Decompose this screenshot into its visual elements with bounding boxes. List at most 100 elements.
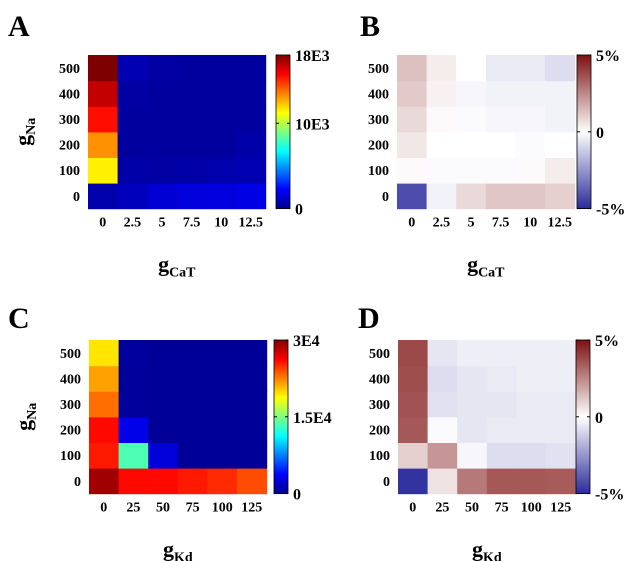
heatmap-cell bbox=[147, 157, 178, 184]
x-tick-label: 0 bbox=[409, 501, 416, 516]
heatmap-cell bbox=[148, 468, 179, 495]
y-tick-label: 200 bbox=[368, 139, 389, 154]
heatmap-cell bbox=[485, 157, 516, 184]
heatmap-cell bbox=[117, 157, 148, 184]
x-tick-label: 0 bbox=[99, 216, 106, 231]
heatmap-cell bbox=[427, 340, 458, 367]
heatmap-cell bbox=[176, 183, 207, 210]
x-tick-label: 75 bbox=[186, 501, 200, 516]
heatmap-cell bbox=[397, 106, 428, 133]
x-tick-label: 10 bbox=[214, 216, 228, 231]
y-tick-label: 400 bbox=[369, 372, 390, 387]
heatmap-cell bbox=[118, 442, 149, 469]
heatmap-cell bbox=[398, 416, 429, 443]
heatmap-cell bbox=[398, 468, 429, 495]
heatmap-cell bbox=[426, 157, 457, 184]
heatmap-cell bbox=[147, 106, 178, 133]
heatmap-cell bbox=[207, 340, 238, 367]
heatmap-cell bbox=[515, 55, 546, 82]
heatmap-cell bbox=[206, 183, 237, 210]
x-tick-label: 5 bbox=[468, 216, 475, 231]
heatmap-cell bbox=[236, 106, 267, 133]
heatmap-cell bbox=[118, 416, 149, 443]
panel-d: D 0 100 200 300 400 500 0 25 50 75 100 125 gKd 5% 0 -5% bbox=[358, 302, 624, 561]
y-tick-label: 100 bbox=[59, 164, 80, 179]
heatmap-cell bbox=[88, 55, 119, 82]
x-tick-label: 125 bbox=[241, 501, 262, 516]
heatmap-cell bbox=[456, 55, 487, 82]
heatmap-cell bbox=[397, 183, 428, 210]
heatmap-cell bbox=[486, 468, 517, 495]
heatmap-cell bbox=[545, 131, 576, 158]
heatmap-cell bbox=[398, 365, 429, 392]
heatmap-cell bbox=[426, 183, 457, 210]
heatmap-cell bbox=[89, 442, 120, 469]
heatmap-cell bbox=[456, 80, 487, 107]
heatmap-cell bbox=[177, 340, 208, 367]
heatmap-cell bbox=[456, 183, 487, 210]
heatmap-cell bbox=[207, 442, 238, 469]
heatmap-cell bbox=[486, 391, 517, 418]
heatmap-cell bbox=[237, 340, 268, 367]
heatmap-cell bbox=[426, 131, 457, 158]
heatmap-cell bbox=[88, 80, 119, 107]
heatmap-cell bbox=[118, 391, 149, 418]
heatmap-cell bbox=[236, 80, 267, 107]
heatmap-cell bbox=[545, 80, 576, 107]
colorbar-tick-label: 0 bbox=[295, 202, 303, 219]
heatmap-cell bbox=[148, 442, 179, 469]
heatmap-cell bbox=[117, 80, 148, 107]
x-tick-label: 100 bbox=[212, 501, 233, 516]
heatmap-cell bbox=[516, 416, 547, 443]
x-tick-label: 5 bbox=[159, 216, 166, 231]
heatmap-cell bbox=[397, 55, 428, 82]
heatmap-cell bbox=[148, 416, 179, 443]
heatmap-cell bbox=[427, 468, 458, 495]
heatmap-cell bbox=[237, 442, 268, 469]
heatmap-cell bbox=[148, 340, 179, 367]
colorbar-tick-label: 10E3 bbox=[295, 116, 330, 133]
heatmap-cell bbox=[485, 131, 516, 158]
heatmap-cell bbox=[546, 340, 577, 367]
heatmap-cell bbox=[398, 442, 429, 469]
heatmap-cell bbox=[206, 80, 237, 107]
heatmap-cell bbox=[546, 391, 577, 418]
heatmap-cell bbox=[516, 442, 547, 469]
colorbar-tick-label: 0 bbox=[596, 125, 604, 142]
heatmap-cell bbox=[427, 365, 458, 392]
colorbar-tick-label: 5% bbox=[596, 48, 620, 65]
heatmap-cell bbox=[207, 416, 238, 443]
heatmap-cell bbox=[206, 106, 237, 133]
heatmap-cell bbox=[457, 391, 488, 418]
heatmap-cell bbox=[89, 391, 120, 418]
heatmap-cell bbox=[117, 106, 148, 133]
heatmap-cell bbox=[398, 391, 429, 418]
heatmap-cell bbox=[545, 183, 576, 210]
heatmap-cell bbox=[546, 365, 577, 392]
heatmap-cell bbox=[88, 157, 119, 184]
x-axis-label: gCaT bbox=[158, 252, 196, 281]
panel-letter-a: A bbox=[8, 10, 30, 43]
y-tick-label: 100 bbox=[368, 164, 389, 179]
y-tick-label: 400 bbox=[60, 372, 81, 387]
heatmap-cell bbox=[206, 157, 237, 184]
heatmap-cell bbox=[546, 468, 577, 495]
y-tick-label: 300 bbox=[59, 113, 80, 128]
heatmap-cell bbox=[177, 442, 208, 469]
heatmap-cell bbox=[486, 442, 517, 469]
y-tick-label: 0 bbox=[383, 475, 390, 490]
y-tick-label: 500 bbox=[369, 347, 390, 362]
panel-b: B 0 100 200 300 400 500 0 2.5 5 7.5 10 12.5 gCaT 5% 0 -5… bbox=[360, 10, 625, 281]
heatmap-cell bbox=[427, 442, 458, 469]
x-tick-label: 7.5 bbox=[183, 216, 201, 231]
heatmap-cell bbox=[177, 365, 208, 392]
x-tick-label: 75 bbox=[495, 501, 509, 516]
heatmap-cell bbox=[427, 416, 458, 443]
heatmap-cell bbox=[397, 80, 428, 107]
y-tick-label: 300 bbox=[60, 398, 81, 413]
heatmap-cell bbox=[456, 106, 487, 133]
colorbar-tick-label: -5% bbox=[596, 202, 625, 219]
y-tick-label: 500 bbox=[368, 62, 389, 77]
heatmap-cell bbox=[515, 157, 546, 184]
